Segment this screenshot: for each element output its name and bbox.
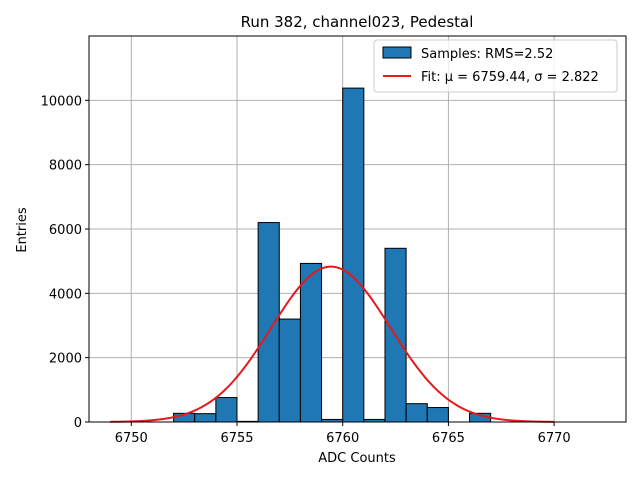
x-tick-label: 6770 — [538, 431, 571, 446]
x-axis-label: ADC Counts — [318, 451, 396, 466]
chart-title: Run 382, channel023, Pedestal — [241, 13, 474, 31]
histogram-bar — [215, 397, 238, 423]
axis-ticks: 6750 6755 6760 6765 6770 0 2000 4000 6000 8000 100… — [41, 94, 571, 446]
y-tick-label: 10000 — [41, 94, 82, 109]
legend-label-fit: Fit: μ = 6759.44, σ = 2.822 — [421, 70, 599, 85]
y-tick-label: 0 — [74, 416, 82, 431]
histogram-bar — [257, 222, 280, 423]
legend-label-samples: Samples: RMS=2.52 — [421, 47, 553, 62]
fit-curve — [110, 265, 555, 423]
histogram-bars — [173, 87, 492, 423]
x-tick-label: 6750 — [115, 431, 148, 446]
histogram-bar — [299, 262, 323, 423]
histogram-bar — [278, 318, 301, 423]
y-tick-label: 2000 — [49, 352, 82, 367]
histogram-bar — [405, 403, 428, 423]
y-tick-label: 4000 — [49, 287, 82, 302]
histogram-bar — [194, 413, 217, 423]
legend-box — [373, 39, 618, 93]
x-tick-label: 6765 — [432, 431, 465, 446]
y-tick-label: 8000 — [49, 159, 82, 174]
histogram-bar — [426, 407, 449, 423]
legend: Samples: RMS=2.52 Fit: μ = 6759.44, σ = … — [373, 39, 618, 93]
legend-bar-swatch — [382, 46, 412, 59]
y-axis-label: Entries — [15, 207, 30, 253]
y-tick-label: 6000 — [49, 223, 82, 238]
fit-curve-group — [110, 265, 555, 423]
histogram-bar — [342, 87, 365, 423]
x-tick-label: 6755 — [220, 431, 253, 446]
x-tick-label: 6760 — [326, 431, 359, 446]
